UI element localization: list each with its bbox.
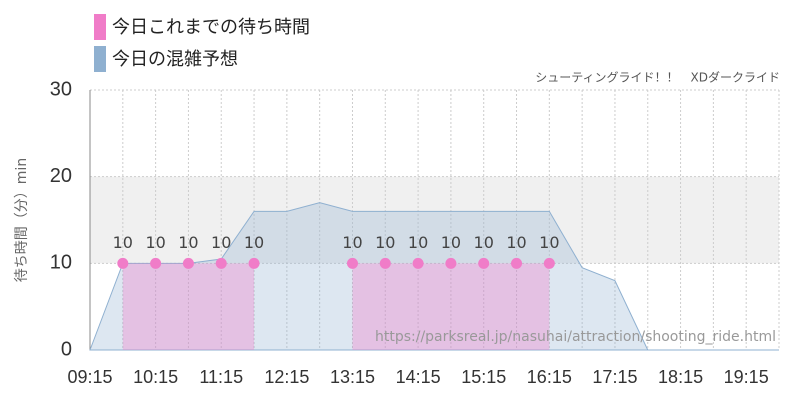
wait-point — [379, 257, 391, 269]
band — [90, 176, 779, 264]
wait-area — [352, 263, 550, 350]
legend-swatch — [94, 46, 106, 72]
wait-point — [478, 257, 490, 269]
y-tick-label: 20 — [50, 165, 72, 187]
wait-point — [412, 257, 424, 269]
x-tick-label: 16:15 — [527, 367, 572, 387]
legend-swatch — [94, 14, 106, 40]
legend-label: 今日の混雑予想 — [112, 49, 238, 70]
wait-point — [117, 257, 129, 269]
x-tick-label: 17:15 — [592, 367, 637, 387]
value-label: 10 — [408, 233, 428, 252]
wait-point — [182, 257, 194, 269]
wait-point — [150, 257, 162, 269]
wait-point — [248, 257, 260, 269]
value-label: 10 — [178, 233, 198, 252]
legend-label: 今日これまでの待ち時間 — [112, 17, 310, 38]
wait-point — [511, 257, 523, 269]
watermark: https://parksreal.jp/nasuhai/attraction/… — [375, 329, 776, 345]
wait-point — [346, 257, 358, 269]
forecast-area — [89, 202, 779, 351]
x-tick-label: 09:15 — [67, 367, 112, 387]
y-tick-label: 0 — [61, 338, 72, 360]
value-label: 10 — [145, 233, 165, 252]
value-label: 10 — [211, 233, 231, 252]
x-tick-label: 12:15 — [264, 367, 309, 387]
value-label: 10 — [375, 233, 395, 252]
wait-point — [215, 257, 227, 269]
wait-point — [445, 257, 457, 269]
x-tick-label: 10:15 — [133, 367, 178, 387]
y-tick-label: 30 — [50, 78, 72, 100]
x-tick-label: 11:15 — [199, 367, 243, 387]
y-axis-label: 待ち時間（分）min — [14, 158, 30, 282]
x-tick-label: 18:15 — [658, 367, 703, 387]
value-label: 10 — [441, 233, 461, 252]
value-label: 10 — [539, 233, 559, 252]
subtitle: シューティングライド！！ XDダークライド — [535, 70, 780, 85]
wait-area — [122, 263, 255, 350]
value-label: 10 — [244, 233, 264, 252]
x-tick-label: 19:15 — [724, 367, 769, 387]
y-tick-label: 10 — [50, 252, 72, 274]
wait-point — [543, 257, 555, 269]
x-tick-label: 13:15 — [330, 367, 375, 387]
value-label: 10 — [342, 233, 362, 252]
x-tick-label: 14:15 — [396, 367, 441, 387]
x-tick-label: 15:15 — [461, 367, 506, 387]
value-label: 10 — [474, 233, 494, 252]
value-label: 10 — [506, 233, 526, 252]
value-label: 10 — [113, 233, 133, 252]
